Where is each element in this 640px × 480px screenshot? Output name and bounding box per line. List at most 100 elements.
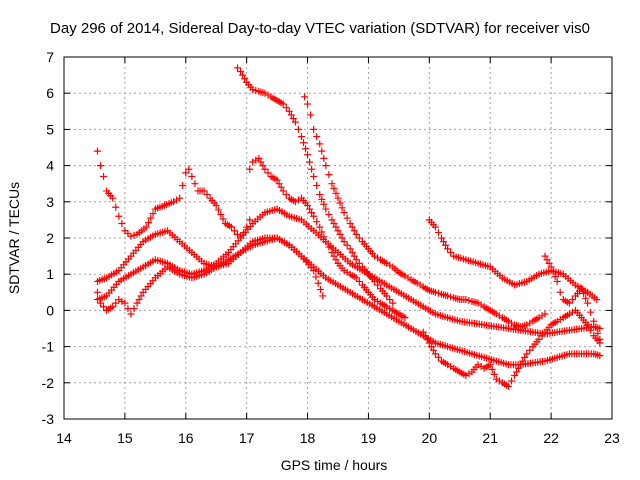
data-point xyxy=(582,294,590,302)
x-axis-label: GPS time / hours xyxy=(280,457,388,473)
data-point xyxy=(130,305,138,313)
data-point xyxy=(299,139,307,147)
data-point xyxy=(330,220,338,228)
x-tick-label: 23 xyxy=(604,430,620,446)
data-point xyxy=(112,299,120,307)
data-point xyxy=(431,223,439,231)
series-track-10 xyxy=(541,252,604,343)
data-point xyxy=(227,223,235,231)
y-tick-label: 7 xyxy=(46,49,54,65)
data-point xyxy=(504,382,512,390)
data-point xyxy=(355,234,363,242)
data-point xyxy=(348,223,356,231)
data-point xyxy=(264,169,272,177)
data-point xyxy=(346,220,354,228)
data-point xyxy=(310,212,318,220)
data-point xyxy=(212,201,220,209)
data-point xyxy=(135,296,143,304)
data-point xyxy=(322,162,330,170)
y-tick-label: -1 xyxy=(42,339,55,355)
data-point xyxy=(261,165,269,173)
data-point xyxy=(252,86,260,94)
data-point xyxy=(488,366,496,374)
data-point xyxy=(346,245,354,253)
data-point xyxy=(547,263,555,271)
data-point xyxy=(386,296,394,304)
data-point xyxy=(249,86,257,94)
data-point xyxy=(584,321,592,329)
data-point xyxy=(584,299,592,307)
data-point xyxy=(521,353,529,361)
y-tick-label: 2 xyxy=(46,230,54,246)
data-point xyxy=(109,194,117,202)
data-point xyxy=(133,299,141,307)
data-point xyxy=(338,204,346,212)
data-point xyxy=(304,151,312,159)
data-point xyxy=(383,292,391,300)
y-tick-label: 0 xyxy=(46,302,54,318)
data-point xyxy=(307,111,315,119)
y-tick-label: -3 xyxy=(42,411,55,427)
data-point xyxy=(100,303,108,311)
data-point xyxy=(592,323,600,331)
data-point xyxy=(282,104,290,112)
data-point xyxy=(310,267,318,275)
data-point xyxy=(350,252,358,260)
data-point xyxy=(462,296,470,304)
data-point xyxy=(219,215,227,223)
data-point xyxy=(257,158,265,166)
data-point xyxy=(486,361,494,369)
series-track-4 xyxy=(301,93,549,331)
data-point xyxy=(596,352,604,360)
data-point xyxy=(310,172,318,180)
data-point xyxy=(334,227,342,235)
series-track-1 xyxy=(93,147,254,240)
data-point xyxy=(308,165,316,173)
data-point xyxy=(336,230,344,238)
data-point xyxy=(421,332,429,340)
series-track-8 xyxy=(425,216,601,304)
data-point xyxy=(580,290,588,298)
data-point xyxy=(147,214,155,222)
data-point xyxy=(490,370,498,378)
data-point xyxy=(308,209,316,217)
data-point xyxy=(115,212,123,220)
data-point xyxy=(179,182,187,190)
data-point xyxy=(313,218,321,226)
series-track-9 xyxy=(419,306,604,390)
data-point xyxy=(230,227,238,235)
data-point xyxy=(279,100,287,108)
data-point xyxy=(553,277,561,285)
data-point xyxy=(319,292,327,300)
data-point xyxy=(442,241,450,249)
data-point xyxy=(306,205,314,213)
chart-title: Day 296 of 2014, Sidereal Day-to-day VTE… xyxy=(50,20,590,37)
x-tick-label: 20 xyxy=(422,430,438,446)
data-point xyxy=(338,234,346,242)
data-point xyxy=(355,259,363,267)
x-tick-label: 15 xyxy=(117,430,133,446)
data-point xyxy=(523,350,531,358)
data-point xyxy=(350,227,358,235)
data-point xyxy=(282,191,290,199)
data-point xyxy=(304,201,312,209)
x-tick-label: 17 xyxy=(239,430,255,446)
data-point xyxy=(352,230,360,238)
y-tick-label: 1 xyxy=(46,266,54,282)
data-point xyxy=(313,182,321,190)
data-point xyxy=(97,162,105,170)
data-point xyxy=(241,75,249,83)
series-track-3 xyxy=(234,64,397,307)
data-point xyxy=(314,279,322,287)
data-point xyxy=(294,125,302,133)
data-point xyxy=(318,228,326,236)
data-point xyxy=(301,93,309,101)
data-point xyxy=(121,299,129,307)
data-point xyxy=(289,115,297,123)
x-tick-label: 14 xyxy=(56,430,72,446)
data-point xyxy=(259,162,267,170)
data-point xyxy=(217,210,225,218)
data-point xyxy=(185,165,193,173)
data-point xyxy=(246,165,254,173)
